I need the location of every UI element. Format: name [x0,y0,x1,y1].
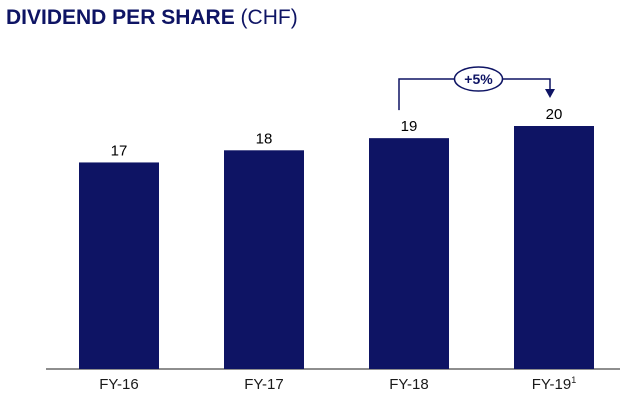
value-label-fy-18: 19 [401,118,418,135]
annotation-text: +5% [464,71,493,87]
value-labels-group: 17 18 19 20 [111,106,563,159]
chart-title: DIVIDEND PER SHARE (CHF) [6,5,298,31]
value-label-fy-17: 18 [256,130,273,147]
growth-annotation: +5% [398,66,555,111]
chart-title-main: DIVIDEND PER SHARE [6,6,235,29]
bar-fy-18 [369,138,449,369]
value-label-fy-19: 20 [546,106,563,123]
bar-fy-17 [224,150,304,369]
annotation-arrowhead [545,89,555,98]
footnote-marker: 1 [571,375,576,385]
category-label-fy-19: FY-191 [532,375,577,393]
category-label-fy-18: FY-18 [389,376,428,393]
chart-title-unit: (CHF) [240,6,298,29]
value-label-fy-16: 17 [111,142,128,159]
bar-fy-16 [79,162,159,369]
category-labels-group: FY-16 FY-17 FY-18 FY-191 [99,375,576,393]
category-label-fy-17: FY-17 [244,376,283,393]
bar-fy-19 [514,126,594,369]
bars-group [79,126,594,369]
category-label-fy-16: FY-16 [99,376,138,393]
annotation-badge [453,66,504,92]
